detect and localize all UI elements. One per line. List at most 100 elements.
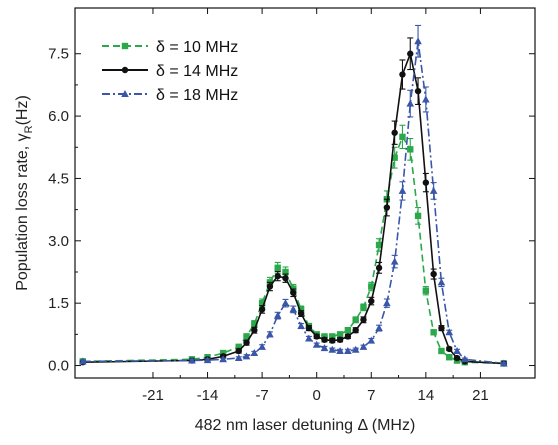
data-point — [258, 306, 266, 313]
data-point — [399, 71, 406, 78]
data-point — [367, 336, 376, 344]
data-point — [344, 333, 352, 340]
data-point — [446, 354, 453, 361]
data-point — [258, 342, 266, 350]
data-point — [391, 129, 398, 136]
data-point — [360, 316, 367, 323]
data-point — [235, 343, 242, 351]
data-point — [429, 186, 438, 194]
data-point — [352, 326, 359, 334]
x-tick-label: 0 — [313, 387, 321, 404]
y-tick-label: 3.0 — [48, 233, 69, 250]
data-point — [234, 354, 243, 362]
data-point — [305, 334, 313, 342]
data-point — [297, 306, 305, 313]
data-point — [251, 320, 258, 328]
data-point — [235, 347, 242, 355]
data-point — [453, 354, 461, 362]
data-point — [266, 330, 274, 338]
data-point — [219, 349, 227, 357]
data-point — [422, 287, 430, 294]
y-tick-label: 1.5 — [48, 295, 69, 312]
data-point — [297, 322, 305, 330]
data-point — [407, 146, 414, 153]
data-point — [351, 345, 360, 353]
data-point — [391, 154, 398, 161]
data-point — [359, 342, 368, 350]
data-point — [336, 331, 344, 338]
x-tick-label: 7 — [367, 387, 375, 404]
legend-marker — [121, 42, 129, 50]
data-point — [500, 359, 508, 367]
data-point — [375, 324, 383, 332]
y-axis-title: Population loss rate, γR(Hz) — [14, 95, 35, 291]
data-point — [445, 328, 454, 336]
data-point — [368, 297, 375, 305]
y-tick-label: 0.0 — [48, 358, 69, 375]
data-point — [398, 186, 407, 194]
data-point — [437, 278, 446, 286]
series-2 — [79, 37, 508, 367]
data-point — [282, 275, 289, 282]
data-point — [446, 345, 453, 353]
data-point — [360, 304, 367, 311]
data-point — [328, 345, 337, 353]
data-point — [368, 283, 375, 290]
data-point — [290, 289, 297, 296]
data-point — [344, 326, 352, 334]
data-point — [203, 356, 212, 364]
data-point — [274, 264, 281, 272]
series-line — [82, 41, 504, 365]
data-point — [422, 95, 430, 103]
y-axis-title-subscript: R — [23, 125, 35, 133]
data-point — [344, 346, 352, 354]
data-point — [250, 349, 259, 357]
data-point — [422, 179, 430, 186]
data-point — [243, 339, 250, 346]
legend-label: δ = 18 MHz — [156, 87, 238, 104]
data-point — [329, 337, 336, 344]
legend-label: δ = 14 MHz — [156, 63, 238, 80]
y-tick-label: 6.0 — [48, 108, 69, 125]
x-tick-label: -14 — [197, 387, 219, 404]
data-point — [305, 324, 313, 332]
x-axis-title: 482 nm laser detuning Δ (MHz) — [195, 417, 416, 434]
data-point — [390, 257, 399, 265]
data-point — [273, 311, 282, 319]
data-point — [375, 241, 383, 249]
legend-marker — [121, 90, 129, 97]
data-point — [414, 212, 422, 220]
series-3 — [78, 24, 508, 367]
data-point — [336, 336, 344, 343]
data-point — [453, 346, 461, 354]
series-line — [82, 50, 504, 365]
data-point — [282, 268, 289, 276]
data-point — [430, 270, 437, 278]
series-line — [82, 135, 504, 365]
legend-label: δ = 10 MHz — [156, 39, 238, 56]
data-point — [78, 357, 87, 365]
data-point — [297, 310, 305, 317]
x-tick-label: -21 — [142, 387, 164, 404]
plot-frame — [74, 7, 536, 379]
data-point — [438, 347, 445, 355]
data-point — [438, 324, 445, 332]
data-point — [321, 336, 328, 343]
data-point — [281, 299, 290, 307]
y-axis-title-unit: (Hz) — [14, 95, 31, 125]
data-point — [430, 329, 437, 336]
legend-marker — [121, 66, 129, 74]
data-point — [407, 50, 414, 57]
data-point — [313, 333, 320, 340]
data-point — [414, 37, 422, 45]
data-point — [399, 133, 406, 141]
data-point — [243, 333, 250, 340]
y-tick-label: 7.5 — [48, 46, 69, 63]
data-point — [289, 305, 298, 313]
data-point — [336, 346, 344, 354]
data-point — [274, 272, 281, 280]
data-point — [414, 87, 422, 95]
data-point — [188, 356, 196, 364]
data-point — [375, 264, 383, 272]
